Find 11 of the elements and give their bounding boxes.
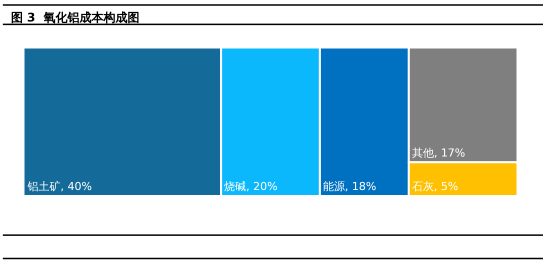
data-label: , 18% <box>344 180 376 193</box>
category-label: 其他 <box>412 146 434 160</box>
data-label: , 5% <box>434 180 458 193</box>
category-label: 烧碱 <box>224 180 246 193</box>
category-label: 能源 <box>322 180 345 193</box>
text: 图 3 氧化铝成本构成图 <box>10 10 140 25</box>
data-label: , 17% <box>434 146 466 160</box>
data-label: , 20% <box>246 180 278 193</box>
category-label: 石灰 <box>412 180 434 193</box>
category-label: 铝土矿 <box>26 180 60 193</box>
data-label: , 40% <box>60 180 92 193</box>
